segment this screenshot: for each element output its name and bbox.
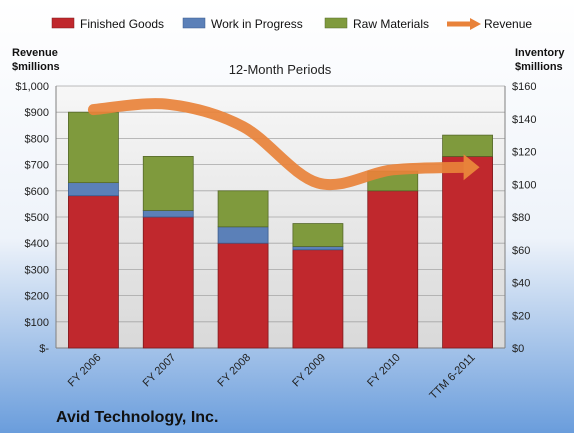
left-tick-label: $- <box>39 343 49 355</box>
left-axis-title-line1: Revenue <box>12 47 58 59</box>
left-tick-label: $600 <box>25 186 49 198</box>
legend-swatch-finished-goods <box>51 17 75 29</box>
bar-raw-materials <box>442 134 493 157</box>
left-tick-label: $900 <box>25 107 49 119</box>
company-name: Avid Technology, Inc. <box>56 409 218 426</box>
bar-work-in-progress <box>68 182 119 197</box>
legend-label-revenue: Revenue <box>484 17 532 31</box>
right-axis-title-line1: Inventory <box>515 47 565 59</box>
bars-layer <box>68 111 493 349</box>
left-tick-label: $100 <box>25 317 49 329</box>
bar-work-in-progress <box>142 210 194 218</box>
legend: Finished Goods Work in Progress Raw Mate… <box>51 17 532 31</box>
right-tick-label: $160 <box>512 81 536 93</box>
left-tick-label: $500 <box>25 212 49 224</box>
bar-finished-goods <box>68 195 119 349</box>
right-tick-label: $140 <box>512 114 536 126</box>
bar-raw-materials <box>217 190 269 228</box>
left-axis-title-line2: $millions <box>12 61 60 73</box>
bar-finished-goods <box>367 190 419 349</box>
bar-work-in-progress <box>217 226 269 244</box>
left-tick-label: $800 <box>25 133 49 145</box>
right-tick-label: $120 <box>512 147 536 159</box>
legend-label-raw-materials: Raw Materials <box>353 17 429 31</box>
right-tick-label: $60 <box>512 245 530 257</box>
legend-label-work-in-progress: Work in Progress <box>211 17 303 31</box>
revenue-arrowhead <box>463 154 480 181</box>
left-tick-label: $300 <box>25 264 49 276</box>
left-tick-label: $1,000 <box>15 81 49 93</box>
right-tick-label: $40 <box>512 278 530 290</box>
bar-raw-materials <box>68 111 119 184</box>
left-tick-label: $400 <box>25 238 49 250</box>
left-tick-label: $200 <box>25 291 49 303</box>
right-tick-label: $100 <box>512 179 536 191</box>
right-tick-label: $80 <box>512 212 530 224</box>
legend-swatch-work-in-progress <box>182 17 206 29</box>
right-tick-label: $20 <box>512 310 530 322</box>
bar-work-in-progress <box>292 246 344 251</box>
revenue-line-layer <box>87 98 480 191</box>
right-tick-label: $0 <box>512 343 524 355</box>
bar-finished-goods <box>442 156 493 349</box>
bar-finished-goods <box>292 249 344 349</box>
legend-swatch-revenue-arrow <box>470 18 481 30</box>
revenue-line <box>87 98 474 191</box>
right-axis-title-line2: $millions <box>515 61 563 73</box>
left-tick-label: $700 <box>25 160 49 172</box>
bar-finished-goods <box>142 216 194 349</box>
bar-finished-goods <box>217 242 269 349</box>
chart-subtitle: 12-Month Periods <box>229 62 332 77</box>
bar-raw-materials <box>142 156 194 211</box>
bar-raw-materials <box>292 223 344 247</box>
legend-label-finished-goods: Finished Goods <box>80 17 164 31</box>
legend-swatch-raw-materials <box>324 17 348 29</box>
